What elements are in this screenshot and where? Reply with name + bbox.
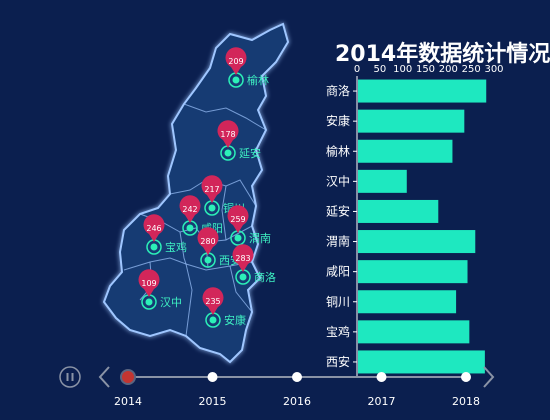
x-tick-label: 200 (439, 64, 458, 75)
city-label: 渭南 (249, 232, 271, 245)
city-marker[interactable]: 109 汉中 (138, 269, 183, 310)
x-tick-label: 250 (462, 64, 481, 75)
city-marker[interactable]: 259 渭南 (227, 205, 271, 246)
timeline-year-dot[interactable] (376, 372, 387, 382)
city-label: 榆林 (247, 73, 269, 87)
pause-button[interactable] (59, 366, 81, 388)
timeline-year-dot[interactable] (292, 372, 302, 382)
bar[interactable] (358, 169, 407, 193)
timeline-year-label: 2018 (452, 395, 480, 408)
y-category-label: 咸阳 (326, 265, 350, 279)
pin-icon (202, 287, 224, 315)
city-marker[interactable]: 235 安康 (202, 287, 246, 328)
district-borders (123, 103, 267, 337)
marker-dot (232, 76, 240, 84)
y-category-label: 延安 (326, 203, 350, 218)
pin-value: 235 (205, 297, 220, 306)
bar[interactable] (358, 139, 453, 163)
x-tick-label: 150 (416, 64, 435, 75)
chevron-right-icon[interactable] (483, 366, 495, 388)
pin-value: 242 (182, 205, 197, 214)
x-tick-label: 300 (484, 64, 503, 75)
city-marker[interactable]: 178 延安 (217, 120, 261, 161)
city-markers: 209榆林178延安217铜川242咸阳246宝鸡259渭南280西安283商洛… (138, 47, 277, 328)
pause-icon (59, 366, 81, 388)
bar[interactable] (358, 79, 487, 103)
y-category-label: 西安 (326, 354, 350, 369)
y-category-label: 商洛 (326, 83, 350, 98)
x-tick-label: 50 (373, 64, 386, 75)
y-category-label: 宝鸡 (326, 324, 350, 339)
city-marker[interactable]: 283 商洛 (232, 244, 277, 285)
pin-value: 283 (235, 254, 250, 263)
timeline-year-label: 2015 (199, 395, 227, 408)
marker-dot (204, 256, 212, 264)
bar[interactable] (358, 109, 465, 133)
pin-icon (138, 269, 160, 297)
city-label: 安康 (224, 313, 246, 327)
bar[interactable] (358, 350, 485, 374)
timeline[interactable]: 2014 2015 2016 2017 2018 (59, 366, 495, 408)
marker-dot (145, 298, 153, 306)
pin-icon (179, 195, 201, 223)
city-label: 延安 (239, 146, 261, 160)
bar[interactable] (358, 199, 439, 223)
pin-icon (197, 227, 219, 255)
timeline-year-dot[interactable] (207, 372, 218, 382)
pin-value: 109 (141, 279, 156, 288)
marker-dot (186, 224, 194, 232)
bar[interactable] (358, 230, 476, 254)
pin-icon (225, 47, 247, 75)
pin-value: 280 (200, 237, 215, 246)
timeline-year-dot-active[interactable] (120, 369, 136, 385)
pin-value: 209 (228, 57, 243, 66)
bar[interactable] (358, 260, 468, 284)
y-category-label: 榆林 (326, 143, 350, 158)
y-category-label: 铜川 (326, 294, 350, 309)
pin-value: 217 (204, 185, 219, 194)
pin-value: 178 (220, 130, 235, 139)
pin-value: 259 (230, 215, 245, 224)
pin-icon (201, 175, 223, 203)
y-category-label: 安康 (326, 113, 350, 128)
city-label: 宝鸡 (165, 240, 187, 254)
marker-dot (150, 243, 158, 251)
marker-dot (239, 273, 247, 281)
timeline-year-dot[interactable] (461, 372, 471, 382)
bar[interactable] (358, 290, 457, 314)
marker-dot (208, 204, 216, 212)
pin-icon (143, 214, 165, 242)
pin-icon (227, 205, 249, 233)
pin-icon (232, 244, 254, 272)
pin-value: 246 (146, 224, 161, 233)
city-label: 商洛 (254, 270, 276, 284)
chart-title: 2014年数据统计情况 (335, 42, 550, 67)
chevron-left-icon[interactable] (98, 366, 110, 388)
pin-icon (217, 120, 239, 148)
timeline-year-label: 2017 (368, 395, 396, 408)
marker-dot (209, 316, 217, 324)
y-category-label: 汉中 (326, 173, 350, 188)
marker-dot (224, 149, 232, 157)
city-label: 汉中 (160, 296, 182, 309)
x-tick-label: 100 (393, 64, 412, 75)
timeline-year-label: 2016 (283, 395, 311, 408)
city-marker[interactable]: 209 榆林 (225, 47, 270, 88)
y-category-label: 渭南 (326, 234, 350, 249)
x-tick-label: 0 (354, 64, 360, 75)
city-marker[interactable]: 246 宝鸡 (143, 214, 188, 255)
marker-dot (234, 234, 242, 242)
bar[interactable] (358, 320, 470, 344)
timeline-year-label: 2014 (114, 395, 142, 408)
